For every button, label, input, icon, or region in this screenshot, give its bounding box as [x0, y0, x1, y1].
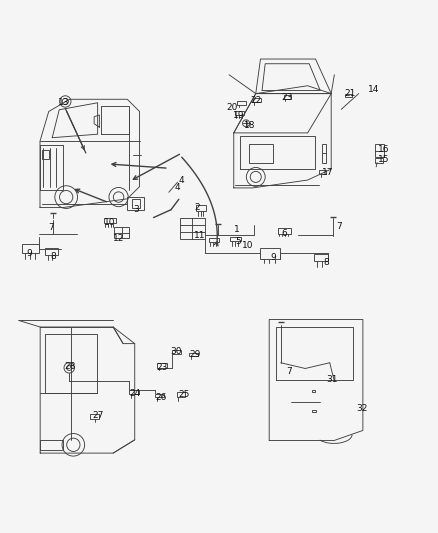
Text: 9: 9 [26, 249, 32, 258]
Text: 27: 27 [92, 411, 103, 421]
Text: 13: 13 [58, 98, 70, 107]
Bar [155, 393, 164, 398]
Bar [157, 364, 166, 368]
Text: 21: 21 [344, 89, 356, 98]
Text: 32: 32 [357, 404, 368, 413]
Text: 19: 19 [233, 111, 244, 120]
Bar [278, 228, 291, 234]
Bar [322, 144, 326, 163]
Text: 4: 4 [175, 183, 180, 192]
Text: 16: 16 [378, 145, 390, 154]
Bar [345, 94, 352, 97]
Text: 31: 31 [327, 375, 338, 384]
Bar [172, 350, 181, 354]
Text: 14: 14 [368, 85, 380, 94]
Bar [284, 95, 291, 99]
Bar [42, 150, 49, 159]
Text: 23: 23 [156, 364, 168, 372]
Bar [319, 171, 326, 174]
Text: 7: 7 [48, 223, 54, 232]
Bar [196, 205, 206, 211]
Bar [375, 144, 384, 157]
Text: 24: 24 [130, 389, 141, 398]
Text: 26: 26 [155, 393, 167, 402]
Text: 28: 28 [64, 362, 75, 372]
Bar [45, 248, 58, 255]
Bar [253, 99, 261, 102]
Bar [237, 101, 246, 105]
Bar [312, 390, 315, 392]
Text: 20: 20 [226, 103, 238, 111]
Text: 8: 8 [323, 257, 329, 266]
Bar [312, 409, 316, 411]
Text: 7: 7 [286, 367, 292, 376]
Bar [261, 248, 280, 259]
Bar [132, 199, 140, 207]
Bar [177, 392, 185, 397]
Bar [230, 237, 241, 241]
Text: 5: 5 [236, 237, 241, 246]
Text: 29: 29 [189, 350, 201, 359]
Text: 15: 15 [378, 155, 390, 164]
Bar [375, 158, 383, 163]
Text: 9: 9 [271, 253, 276, 262]
Text: 18: 18 [244, 122, 255, 131]
Text: 23: 23 [281, 93, 292, 102]
Text: 11: 11 [194, 231, 205, 240]
Bar [130, 390, 139, 394]
Text: 22: 22 [251, 96, 262, 105]
Text: 4: 4 [178, 175, 184, 184]
Text: 17: 17 [321, 168, 333, 177]
Bar [180, 219, 205, 239]
Bar [127, 197, 144, 210]
Text: 2: 2 [194, 203, 200, 212]
Bar [208, 238, 219, 242]
Bar [90, 414, 99, 419]
Text: 12: 12 [113, 233, 124, 243]
Text: 25: 25 [178, 390, 190, 399]
Text: 6: 6 [282, 229, 287, 238]
Text: 3: 3 [133, 205, 139, 214]
Text: 10: 10 [242, 241, 253, 250]
Bar [104, 219, 117, 223]
Text: 10: 10 [104, 219, 116, 228]
Bar [21, 244, 39, 253]
Text: 1: 1 [233, 225, 239, 234]
Text: 7: 7 [336, 222, 342, 231]
Text: 8: 8 [50, 253, 56, 261]
Text: 30: 30 [170, 347, 182, 356]
Bar [314, 254, 328, 261]
Bar [235, 111, 244, 115]
Bar [250, 144, 273, 163]
Bar [189, 352, 198, 357]
Bar [114, 227, 130, 238]
